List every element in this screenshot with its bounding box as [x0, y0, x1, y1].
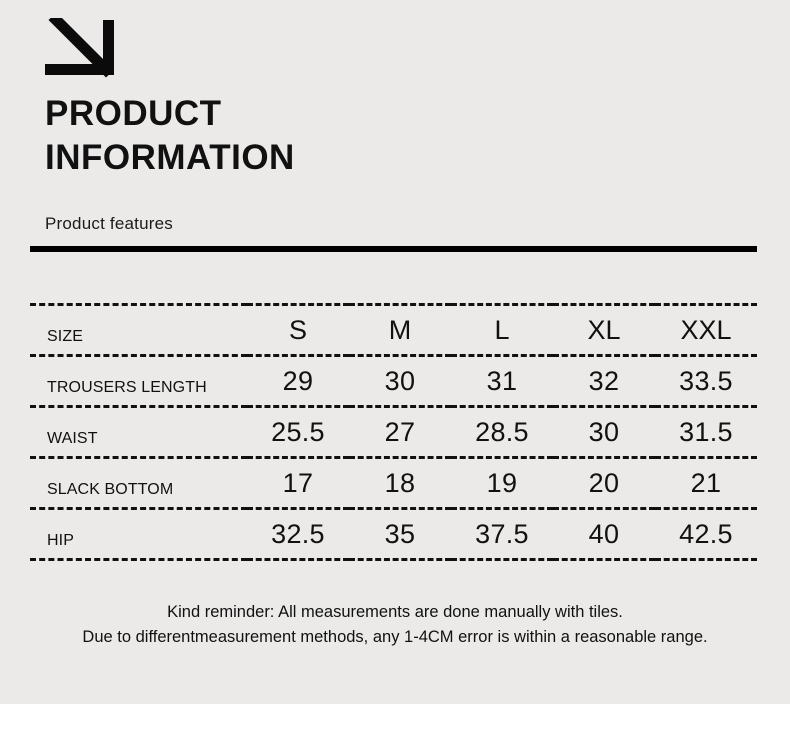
cell-hip-m: 35 [384, 518, 416, 549]
cell-trousers-length-xl: 32 [588, 365, 620, 396]
column-header-l: L [494, 314, 510, 345]
table-row: WAIST 25.5 27 28.5 30 31.5 [30, 407, 757, 458]
arrow-down-right-icon [45, 18, 117, 82]
cell-trousers-length-m: 30 [384, 365, 416, 396]
row-label-slack-bottom: SLACK BOTTOM [47, 481, 174, 498]
content-panel: PRODUCT INFORMATION Product features SIZ… [0, 0, 790, 704]
measurement-note-line-1: Kind reminder: All measurements are done… [167, 603, 623, 621]
table-corner-label: SIZE [47, 328, 83, 345]
page-title-line-2: INFORMATION [45, 138, 295, 177]
table-header-row: SIZE S M L XL XXL [30, 304, 757, 356]
cell-hip-s: 32.5 [271, 518, 325, 549]
cell-trousers-length-xxl: 33.5 [679, 365, 733, 396]
cell-hip-xxl: 42.5 [679, 518, 733, 549]
cell-waist-s: 25.5 [271, 416, 325, 447]
cell-slack-bottom-l: 19 [486, 467, 518, 498]
cell-slack-bottom-xl: 20 [588, 467, 620, 498]
product-features-label: Product features [45, 214, 173, 233]
table-row: HIP 32.5 35 37.5 40 42.5 [30, 509, 757, 560]
cell-waist-l: 28.5 [475, 416, 529, 447]
page-title: PRODUCT INFORMATION [45, 92, 645, 180]
cell-trousers-length-s: 29 [282, 365, 314, 396]
cell-slack-bottom-m: 18 [384, 467, 416, 498]
cell-hip-xl: 40 [588, 518, 620, 549]
column-header-xl: XL [587, 314, 621, 345]
cell-hip-l: 37.5 [475, 518, 529, 549]
row-label-trousers-length: TROUSERS LENGTH [47, 379, 207, 396]
measurement-note-line-2: Due to differentmeasurement methods, any… [82, 628, 708, 646]
cell-waist-xxl: 31.5 [679, 416, 733, 447]
section-divider [30, 246, 757, 252]
size-chart-table: SIZE S M L XL XXL TROUSERS LENGTH 29 30 … [30, 303, 757, 561]
column-header-m: M [388, 314, 412, 345]
cell-waist-xl: 30 [588, 416, 620, 447]
column-header-s: S [288, 314, 307, 345]
cell-trousers-length-l: 31 [486, 365, 518, 396]
page-title-line-1: PRODUCT [45, 94, 222, 133]
cell-waist-m: 27 [384, 416, 416, 447]
column-header-xxl: XXL [680, 314, 732, 345]
measurement-note: Kind reminder: All measurements are done… [0, 600, 790, 650]
cell-slack-bottom-xxl: 21 [690, 467, 722, 498]
table-row: TROUSERS LENGTH 29 30 31 32 33.5 [30, 356, 757, 407]
cell-slack-bottom-s: 17 [282, 467, 314, 498]
table-row: SLACK BOTTOM 17 18 19 20 21 [30, 458, 757, 509]
row-label-hip: HIP [47, 532, 74, 549]
row-label-waist: WAIST [47, 430, 98, 447]
